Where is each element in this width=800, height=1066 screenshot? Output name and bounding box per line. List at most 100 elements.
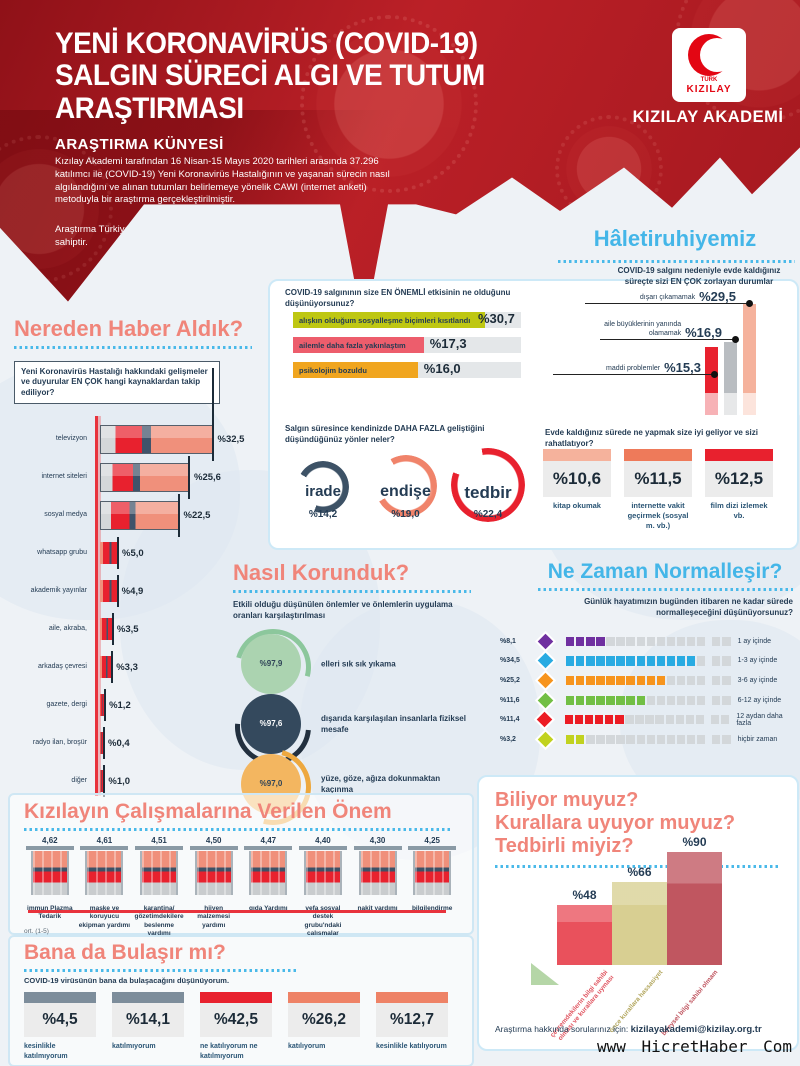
normalization-label: 1 ay içinde	[737, 637, 772, 645]
section-protection: Nasıl Korunduk? Etkili olduğu düşünülen …	[219, 560, 478, 839]
contagion-value: %12,7	[376, 1003, 448, 1038]
importance-label: nakit yardımı	[357, 905, 398, 912]
protection-item: %97,6 dışarıda karşılaşılan insanlarla fi…	[219, 673, 478, 781]
contagion-card-bar	[112, 992, 184, 1004]
logo-text-turk: TÜRK	[700, 77, 718, 83]
contagion-label: katılıyorum	[288, 1043, 326, 1051]
source-label: aile, akraba,	[48, 624, 87, 632]
normalization-value: %11,4	[500, 716, 520, 724]
news-sources-chart: televizyon %32,5 internet siteleri %25,6 sos…	[14, 367, 270, 800]
development-item: endişe %19,0	[366, 447, 446, 542]
importance-label: bilgilendirme	[411, 905, 453, 912]
effect-bar: alışkın olduğum sosyalleşme biçimleri kı…	[293, 312, 485, 328]
source-value: %4,9	[121, 585, 144, 597]
importance-item: 4,47 gıda Yardımı	[243, 836, 295, 939]
importance-label: gıda Yardımı	[249, 905, 288, 912]
normalization-value: %11,6	[500, 696, 520, 704]
section-contagion: Bana da Bulaşır mı? COVID-19 virüsünün b…	[8, 935, 474, 1066]
source-value: %5,0	[122, 547, 144, 559]
contagion-value: %42,5	[200, 1003, 272, 1038]
awareness-value: %90	[682, 835, 707, 849]
contact-prefix: Araştırma hakkında sorularınız için:	[495, 1024, 631, 1034]
activity-value: %10,6	[543, 461, 611, 497]
header-banner: YENİ KORONAVİRÜS (COVID-19) SALGIN SÜREC…	[0, 0, 800, 332]
source-row: whatsapp grubu %5,0	[14, 534, 270, 572]
effect-bar: ailemle daha fazla yakınlaştım	[293, 337, 424, 353]
contagion-card-bar	[24, 992, 96, 1004]
mood-bar-label: maddi problemler	[606, 364, 661, 372]
contact-email[interactable]: kizilayakademi@kizilay.org.tr	[630, 1024, 762, 1035]
section-heading: Nasıl Korunduk?	[233, 560, 410, 585]
source-label: akademik yayınlar	[30, 586, 87, 594]
contagion-value: %26,2	[288, 1003, 360, 1038]
effect-bar-value: %16,0	[423, 361, 461, 376]
source-row: televizyon %32,5	[14, 367, 270, 461]
mood-bar-value: %15,3	[664, 360, 701, 375]
protection-label: dışarıda karşılaşılan insanlarla fizikse…	[321, 713, 466, 734]
source-value: %25,6	[194, 471, 221, 483]
bar-aile-buyukleri	[724, 342, 737, 415]
normalization-question: Günlük hayatımızın bugünden itibaren ne …	[584, 597, 793, 617]
source-label: radyo ilan, broşür	[32, 738, 87, 746]
importance-value: 4,47	[260, 836, 277, 845]
protection-subtitle: Etkili olduğu düşünülen önlemler ve önle…	[233, 600, 453, 620]
development-ring	[374, 455, 437, 517]
importance-value: 4,62	[42, 836, 58, 845]
normalization-squares	[566, 734, 731, 744]
dotted-divider	[24, 828, 452, 831]
development-label: irade	[305, 483, 341, 500]
diamond-icon	[532, 730, 558, 748]
contagion-value: %14,1	[112, 1003, 184, 1038]
importance-chart: 4,62 immun Plazma Tedarik ort. (1-5) 4,61 ma…	[24, 836, 458, 939]
logo-text-kizilay: KIZILAY	[686, 84, 732, 95]
source-bar	[100, 537, 119, 570]
activity-card: %11,5 internette vakit geçirmek (sosyal m…	[624, 449, 692, 530]
contagion-card: %14,1 katılmıyorum	[112, 992, 184, 1061]
awareness-heading-3: Tedbirli miyiz?	[495, 835, 634, 857]
development-label: endişe	[380, 483, 431, 500]
diamond-icon	[531, 711, 556, 729]
diamond-icon	[532, 632, 558, 650]
normalization-row: %11,6 6-12 ay içinde	[500, 690, 798, 710]
activity-label: kitap okumak	[553, 501, 601, 510]
mood-bar-callout: dışarı çıkamamak %29,5	[585, 284, 753, 307]
source-row: aile, akraba, %3,5	[14, 610, 270, 648]
question-box: Yeni Koronavirüs Hastalığı hakkındaki ge…	[14, 361, 220, 405]
source-bar	[100, 651, 114, 684]
importance-bar	[298, 846, 347, 895]
importance-bar	[244, 846, 293, 895]
normalization-label: hiçbir zaman	[737, 735, 778, 743]
bar-disari-cikamamak	[743, 304, 756, 415]
source-value: %3,3	[116, 661, 138, 673]
contagion-cards: %4,5 kesinlikle katılmıyorum %14,1 katılmıy…	[24, 992, 458, 1061]
contagion-label: kesinlikle katılmıyorum	[24, 1043, 68, 1060]
normalization-squares	[566, 695, 731, 705]
awareness-bar: %90 bireysel bilgi sahibi olmam	[661, 835, 722, 1037]
importance-label: vefa sosyal destek grubu'ndaki çalışmala…	[304, 905, 342, 938]
importance-value: 4,30	[369, 836, 386, 845]
contact-line: Araştırma hakkında sorularınız için: kiz…	[495, 1024, 762, 1035]
source-value: %1,2	[109, 699, 131, 711]
normalization-squares	[564, 715, 730, 725]
normalization-value: %3,2	[500, 735, 516, 743]
dotted-divider	[24, 969, 296, 972]
mood-bar-callout: maddi problemler %15,3	[553, 355, 718, 378]
title-line-3: ARAŞTIRMASI	[55, 91, 244, 125]
contagion-subtitle: COVID-19 virüsünün bana da bulaşacağını …	[24, 976, 230, 985]
normalization-value: %25,2	[500, 677, 520, 685]
source-label: gazete, dergi	[46, 700, 87, 708]
development-value: %19,0	[391, 509, 420, 520]
contagion-card: %42,5 ne katılıyorum ne katılmıyorum	[200, 992, 272, 1061]
section-heading: Ne Zaman Normalleşir?	[547, 560, 783, 583]
source-value: %32,5	[217, 433, 245, 445]
effect-bar-label: alışkın olduğum sosyalleşme biçimleri kı…	[299, 315, 471, 325]
source-bar	[100, 689, 107, 722]
source-label: whatsapp grubu	[37, 548, 87, 556]
source-value: %3,5	[116, 623, 139, 635]
importance-label: karantina/ gözetimdekilere beslenme yard…	[134, 905, 184, 938]
awareness-value: %48	[572, 888, 597, 902]
effect-bar: psikolojim bozuldu	[293, 362, 418, 378]
source-bar	[100, 765, 107, 798]
protection-label: elleri sık sık yıkama	[321, 659, 396, 668]
